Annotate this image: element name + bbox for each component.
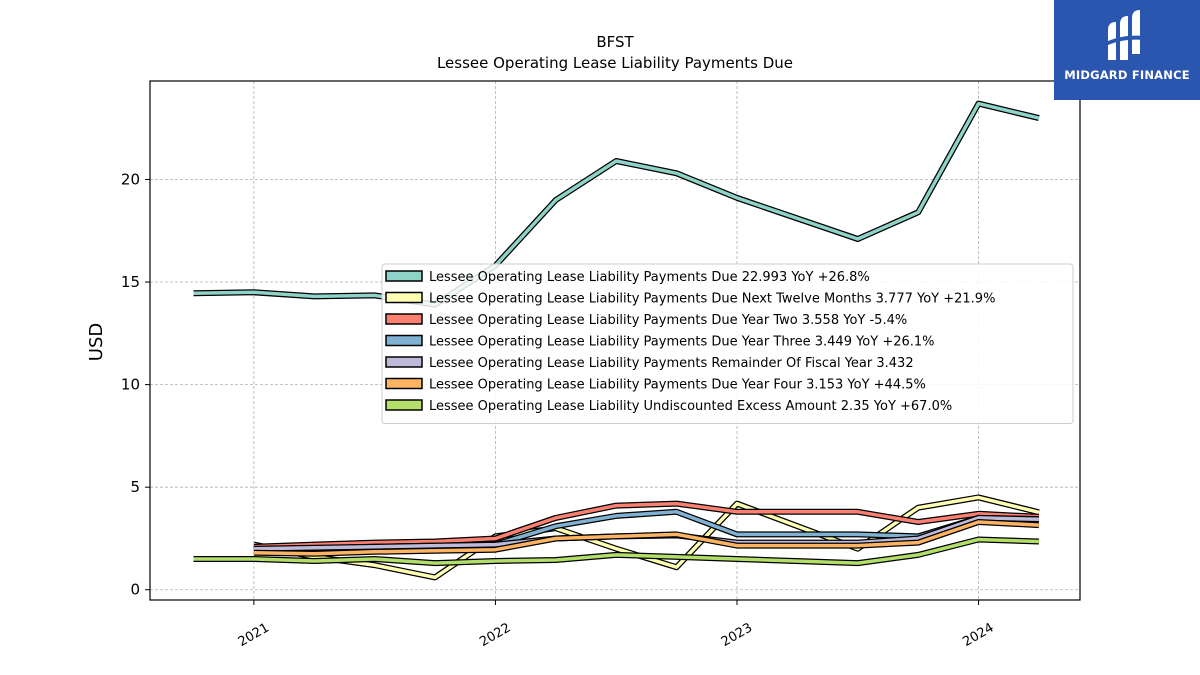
legend-box [381,263,1074,424]
legend-entry: Lessee Operating Lease Liability Payment… [429,378,926,393]
legend-entry: Lessee Operating Lease Liability Payment… [429,313,907,328]
y-tick-label: 10 [121,376,140,394]
series-line [253,495,1040,580]
x-tick-label: 2021 [236,620,272,650]
y-tick-label: 0 [130,581,140,599]
y-axis-label: USD [86,323,107,361]
legend-swatch [385,270,423,282]
y-tick-label: 15 [121,273,140,291]
legend: Lessee Operating Lease Liability Payment… [381,263,1074,424]
chart-title: BFST [596,33,634,51]
brand-logo: MIDGARD FINANCE [1054,0,1200,100]
plot-frame [149,80,1081,601]
x-tick-label: 2024 [960,620,996,650]
legend-swatch [385,291,423,304]
logo-mark-icon [1106,10,1146,60]
y-tick-label: 5 [130,478,140,496]
legend-entry: Lessee Operating Lease Liability Undisco… [429,399,952,414]
legend-swatch [385,313,423,325]
series-line [253,520,1039,556]
legend-entry: Lessee Operating Lease Liability Payment… [429,292,995,307]
legend-entry: Lessee Operating Lease Liability Payment… [429,335,935,350]
legend-swatch [385,334,423,347]
series-line [193,537,1039,565]
series-line [193,101,1040,307]
legend-swatch [385,399,423,411]
y-tick-label: 20 [121,170,140,188]
legend-entry: Lessee Operating Lease Liability Payment… [429,270,870,285]
legend-entry: Lessee Operating Lease Liability Payment… [429,356,914,371]
x-tick-label: 2022 [477,620,513,650]
series-lines [193,100,1040,581]
x-tick-label: 2023 [719,620,755,650]
chart-subtitle: Lessee Operating Lease Liability Payment… [437,54,793,72]
legend-swatch [385,377,423,390]
series-line [253,501,1039,549]
legend-swatch [385,356,423,368]
logo-text: MIDGARD FINANCE [1064,68,1190,82]
